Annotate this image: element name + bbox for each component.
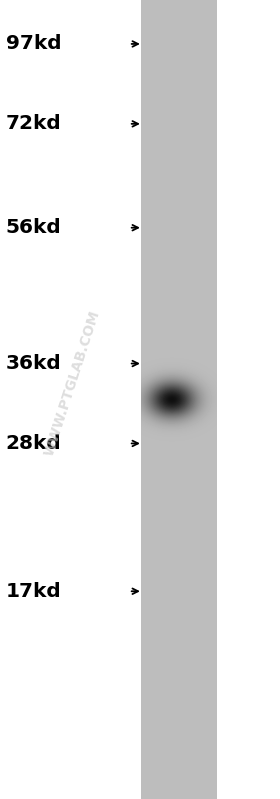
Bar xyxy=(194,0,195,799)
Bar xyxy=(141,0,143,799)
Bar xyxy=(175,0,177,799)
Bar xyxy=(186,0,187,799)
Bar xyxy=(146,0,148,799)
Bar xyxy=(195,0,197,799)
Bar xyxy=(172,0,173,799)
Bar xyxy=(213,0,214,799)
Bar xyxy=(141,0,217,799)
Bar xyxy=(198,0,199,799)
Bar xyxy=(192,0,193,799)
Text: WWW.PTGLAB.COM: WWW.PTGLAB.COM xyxy=(43,309,103,458)
Bar xyxy=(187,0,188,799)
Bar xyxy=(174,0,175,799)
Bar xyxy=(209,0,211,799)
Bar xyxy=(145,0,146,799)
Bar xyxy=(167,0,168,799)
Bar xyxy=(169,0,170,799)
Bar xyxy=(164,0,165,799)
Bar xyxy=(183,0,184,799)
Bar xyxy=(212,0,213,799)
Bar xyxy=(188,0,189,799)
Bar xyxy=(203,0,204,799)
Bar xyxy=(180,0,182,799)
Bar xyxy=(170,0,172,799)
Bar xyxy=(158,0,159,799)
Bar xyxy=(193,0,194,799)
Bar xyxy=(157,0,158,799)
Bar xyxy=(214,0,216,799)
Bar xyxy=(216,0,217,799)
Text: 36kd: 36kd xyxy=(6,354,61,373)
Bar xyxy=(144,0,145,799)
Bar xyxy=(168,0,169,799)
Bar xyxy=(189,0,190,799)
Text: 56kd: 56kd xyxy=(6,218,61,237)
Bar xyxy=(149,0,150,799)
Bar xyxy=(200,0,202,799)
Bar xyxy=(148,0,149,799)
Bar xyxy=(163,0,164,799)
Bar xyxy=(208,0,209,799)
Bar xyxy=(199,0,200,799)
Bar xyxy=(207,0,208,799)
Text: 28kd: 28kd xyxy=(6,434,61,453)
Bar xyxy=(162,0,163,799)
Bar xyxy=(177,0,178,799)
Bar xyxy=(211,0,212,799)
Bar xyxy=(184,0,185,799)
Bar xyxy=(143,0,144,799)
Bar xyxy=(190,0,192,799)
Bar xyxy=(154,0,155,799)
Bar xyxy=(206,0,207,799)
Bar xyxy=(182,0,183,799)
Bar xyxy=(151,0,153,799)
Bar xyxy=(153,0,154,799)
Bar xyxy=(178,0,179,799)
Text: 72kd: 72kd xyxy=(6,114,61,133)
Bar xyxy=(160,0,162,799)
Text: 17kd: 17kd xyxy=(6,582,61,601)
Bar xyxy=(173,0,174,799)
Bar xyxy=(202,0,203,799)
Bar xyxy=(197,0,198,799)
Bar xyxy=(179,0,180,799)
Text: 97kd: 97kd xyxy=(6,34,61,54)
Bar xyxy=(155,0,157,799)
Bar xyxy=(159,0,160,799)
Bar xyxy=(150,0,151,799)
Bar xyxy=(165,0,167,799)
Bar xyxy=(204,0,206,799)
